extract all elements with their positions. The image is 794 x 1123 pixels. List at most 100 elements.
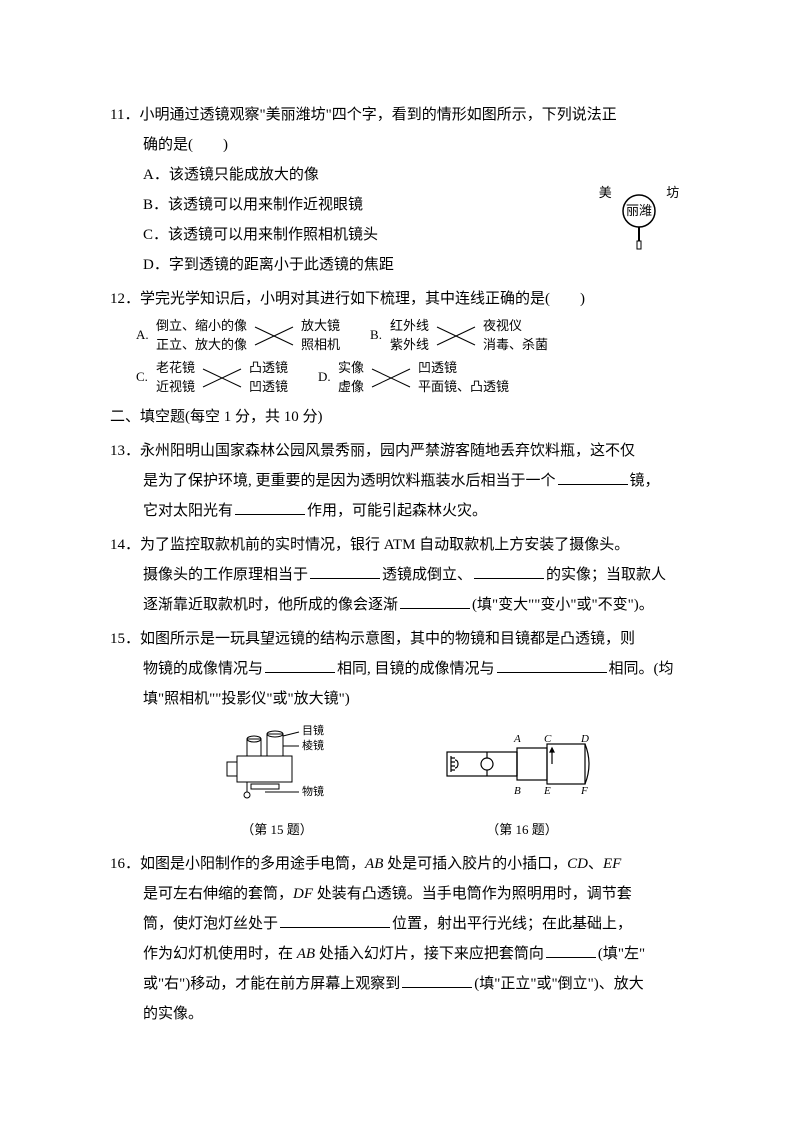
figure-15: 目镜 棱镜 物镜 （第 15 题） — [207, 724, 347, 843]
magnifier-icon: 丽潍 — [617, 193, 661, 251]
r1: 夜视仪 — [483, 318, 548, 335]
t: 镜， — [630, 473, 660, 489]
line: 物镜的成像情况与相同, 目镜的成像情况与相同。(均 — [110, 654, 704, 684]
t: 筒，使灯泡灯丝处于 — [143, 916, 278, 932]
blank — [310, 564, 380, 579]
var: EF — [603, 856, 621, 872]
left-col: 红外线 紫外线 — [390, 318, 429, 354]
cross-icon — [370, 365, 412, 391]
figure-16: A C D B E F （第 16 题） — [437, 724, 607, 843]
r1: 放大镜 — [301, 318, 340, 335]
line: 15．如图所示是一玩具望远镜的结构示意图，其中的物镜和目镜都是凸透镜，则 — [110, 624, 704, 654]
label-c: C — [544, 733, 552, 745]
label-prism: 棱镜 — [302, 738, 324, 752]
t: 处装有凸透镜。当手电筒作为照明用时，调节套 — [313, 886, 632, 902]
line: 14．为了监控取款机前的实时情况，银行 ATM 自动取款机上方安装了摄像头。 — [110, 530, 704, 560]
line: 摄像头的工作原理相当于透镜成倒立、的实像；当取款人 — [110, 560, 704, 590]
t: 为了监控取款机前的实时情况，银行 ATM 自动取款机上方安装了摄像头。 — [140, 537, 629, 553]
label-d: D — [580, 733, 589, 745]
label: A. — [136, 327, 150, 344]
left-col: 老花镜 近视镜 — [156, 360, 195, 396]
blank — [280, 913, 390, 928]
q-number: 16． — [110, 856, 140, 872]
question-13: 13．永州阳明山国家森林公园风景秀丽，园内严禁游客随地丢弃饮料瓶，这不仅 是为了… — [110, 436, 704, 526]
var: CD — [567, 856, 588, 872]
label-e: E — [543, 785, 551, 797]
t: 处插入幻灯片，接下来应把套筒向 — [315, 946, 544, 962]
l2: 紫外线 — [390, 337, 429, 354]
t: 位置，射出平行光线；在此基础上， — [392, 916, 632, 932]
right-col: 夜视仪 消毒、杀菌 — [483, 318, 548, 354]
label: B. — [370, 327, 384, 344]
t: (填"变大""变小"或"不变")。 — [472, 597, 654, 613]
t: 是为了保护环境, 更重要的是因为透明饮料瓶装水后相当于一个 — [143, 473, 556, 489]
t: 如图是小阳制作的多用途手电筒， — [140, 856, 365, 872]
label: C. — [136, 369, 150, 386]
line: 填"照相机""投影仪"或"放大镜") — [110, 684, 704, 714]
question-12: 12．学完光学知识后，小明对其进行如下梳理，其中连线正确的是( ) A. 倒立、… — [110, 284, 704, 396]
t: 、 — [588, 856, 603, 872]
t: 作为幻灯机使用时，在 — [143, 946, 297, 962]
l1: 倒立、缩小的像 — [156, 318, 247, 335]
label-obj: 物镜 — [302, 784, 324, 798]
q11-stem2: 确的是( ) — [110, 130, 704, 160]
q12-option-c: C. 老花镜 近视镜 凸透镜 凹透镜 — [136, 360, 288, 396]
t: 或"右")移动，才能在前方屏幕上观察到 — [143, 976, 400, 992]
label-eye: 目镜 — [302, 724, 324, 737]
t: 处是可插入胶片的小插口， — [383, 856, 567, 872]
t: 物镜的成像情况与 — [143, 661, 263, 677]
r1: 凹透镜 — [418, 360, 509, 377]
blank — [402, 973, 472, 988]
blank — [474, 564, 544, 579]
blank — [546, 943, 596, 958]
q-number: 12． — [110, 291, 140, 307]
r1: 凸透镜 — [249, 360, 288, 377]
t: (填"正立"或"倒立")、放大 — [474, 976, 643, 992]
right-col: 放大镜 照相机 — [301, 318, 340, 354]
line: 是可左右伸缩的套筒，DF 处装有凸透镜。当手电筒作为照明用时，调节套 — [110, 879, 704, 909]
t: 是可左右伸缩的套筒， — [143, 886, 293, 902]
q11-figure: 美 丽潍 坊 — [594, 180, 684, 251]
question-11: 11．小明通过透镜观察"美丽潍坊"四个字，看到的情形如图所示，下列说法正 确的是… — [110, 100, 704, 280]
r2: 消毒、杀菌 — [483, 337, 548, 354]
line: 16．如图是小阳制作的多用途手电筒，AB 处是可插入胶片的小插口，CD、EF — [110, 849, 704, 879]
right-col: 凹透镜 平面镜、凸透镜 — [418, 360, 509, 396]
t: (填"左" — [598, 946, 645, 962]
blank — [235, 500, 305, 515]
l1: 实像 — [338, 360, 364, 377]
option-d: D．字到透镜的距离小于此透镜的焦距 — [143, 250, 704, 280]
q-number: 13． — [110, 443, 140, 459]
fig-text-right: 坊 — [666, 185, 679, 200]
fig-text-mid: 丽潍 — [626, 203, 652, 218]
right-col: 凸透镜 凹透镜 — [249, 360, 288, 396]
q11-stem: 11．小明通过透镜观察"美丽潍坊"四个字，看到的情形如图所示，下列说法正 — [110, 100, 704, 130]
caption: （第 16 题） — [437, 817, 607, 843]
t: 相同。(均 — [609, 661, 674, 677]
q12-option-a: A. 倒立、缩小的像 正立、放大的像 放大镜 照相机 — [136, 318, 340, 354]
t: 作用，可能引起森林火灾。 — [307, 503, 487, 519]
line: 筒，使灯泡灯丝处于 位置，射出平行光线；在此基础上， — [110, 909, 704, 939]
q-number: 11． — [110, 107, 139, 123]
section-2-header: 二、填空题(每空 1 分，共 10 分) — [110, 402, 704, 432]
line: 它对太阳光有作用，可能引起森林火灾。 — [110, 496, 704, 526]
blank — [497, 658, 607, 673]
l1: 红外线 — [390, 318, 429, 335]
blank — [558, 470, 628, 485]
q-number: 15． — [110, 631, 140, 647]
t: 永州阳明山国家森林公园风景秀丽，园内严禁游客随地丢弃饮料瓶，这不仅 — [140, 443, 635, 459]
t: 摄像头的工作原理相当于 — [143, 567, 308, 583]
question-15: 15．如图所示是一玩具望远镜的结构示意图，其中的物镜和目镜都是凸透镜，则 物镜的… — [110, 624, 704, 714]
left-col: 倒立、缩小的像 正立、放大的像 — [156, 318, 247, 354]
l2: 正立、放大的像 — [156, 337, 247, 354]
line: 是为了保护环境, 更重要的是因为透明饮料瓶装水后相当于一个 镜， — [110, 466, 704, 496]
q-text: 小明通过透镜观察"美丽潍坊"四个字，看到的情形如图所示，下列说法正 — [139, 107, 616, 123]
r2: 凹透镜 — [249, 379, 288, 396]
q12-option-b: B. 红外线 紫外线 夜视仪 消毒、杀菌 — [370, 318, 548, 354]
flashlight-icon: A C D B E F — [437, 724, 607, 804]
var: AB — [297, 946, 315, 962]
cross-icon — [253, 323, 295, 349]
label-b: B — [514, 785, 521, 797]
var: DF — [293, 886, 313, 902]
line: 13．永州阳明山国家森林公园风景秀丽，园内严禁游客随地丢弃饮料瓶，这不仅 — [110, 436, 704, 466]
t: 透镜成倒立、 — [382, 567, 472, 583]
